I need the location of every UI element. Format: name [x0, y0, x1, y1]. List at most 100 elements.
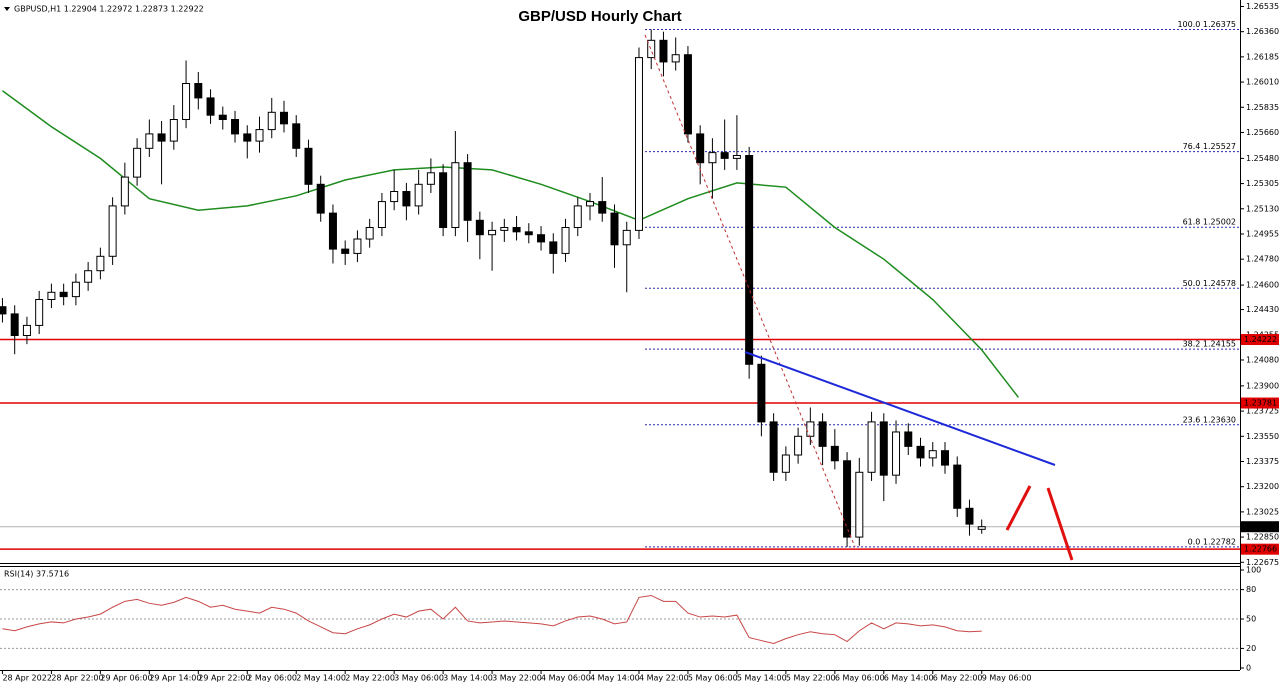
rsi-tick-label: 100	[1246, 566, 1261, 575]
candle-body	[537, 234, 546, 243]
candle-body	[279, 111, 288, 125]
x-tick-label: 5 May 22:00	[786, 674, 836, 683]
x-tick-label: 4 May 14:00	[590, 674, 640, 683]
x-tick-label: 9 May 06:00	[982, 674, 1032, 683]
x-tick-label: 29 Apr 14:00	[149, 674, 201, 683]
candle-body	[133, 147, 142, 178]
y-tick-label: 1.23725	[1246, 407, 1279, 416]
background-layer: 100.0 1.26375 76.4 1.25527 61.8 1.25002 50.…	[0, 20, 1240, 649]
candle-body	[843, 460, 852, 538]
candle-body	[426, 172, 435, 185]
candle-body	[463, 162, 472, 221]
y-tick-label: 1.23200	[1246, 482, 1279, 491]
candle-body	[316, 183, 325, 214]
y-tick-label: 1.26535	[1246, 2, 1279, 11]
candle-body	[512, 227, 521, 233]
candle-body	[720, 152, 729, 159]
candle-body	[328, 212, 337, 250]
x-tick-label: 28 Apr 22:00	[51, 674, 103, 683]
y-tick-label: 1.22850	[1246, 533, 1279, 542]
rsi-tick-label: 0	[1246, 664, 1251, 673]
candle-body	[769, 421, 778, 473]
y-tick-label: 1.25480	[1246, 154, 1279, 163]
candle-body	[806, 421, 815, 437]
candle-body	[916, 445, 925, 459]
candle-body	[414, 183, 423, 207]
x-tick-label: 28 Apr 2022	[2, 674, 51, 683]
x-tick-label: 3 May 06:00	[394, 674, 444, 683]
candle-body	[267, 111, 276, 131]
y-tick-label: 1.23900	[1246, 381, 1279, 390]
candle-body	[47, 291, 56, 300]
trend-line	[744, 351, 1056, 466]
rsi-tick-label: 50	[1246, 615, 1256, 624]
candle-body	[965, 507, 974, 525]
x-tick-label: 6 May 06:00	[835, 674, 885, 683]
candle-body	[231, 119, 240, 135]
level-box	[1241, 334, 1279, 346]
level-label: 1.23781	[1244, 399, 1277, 408]
y-tick-label: 1.23025	[1246, 507, 1279, 516]
fib-label: 0.0 1.22782	[1188, 537, 1236, 546]
candle-body	[402, 191, 411, 207]
candle-body	[855, 471, 864, 538]
y-tick-label: 1.25660	[1246, 128, 1279, 137]
candle-body	[757, 363, 766, 423]
candle-body	[304, 147, 313, 185]
candle-body	[218, 114, 227, 121]
x-tick-label: 4 May 06:00	[541, 674, 591, 683]
current-price-box	[1241, 521, 1279, 533]
y-tick-label: 1.25305	[1246, 179, 1279, 188]
rsi-tick-label: 20	[1246, 644, 1256, 653]
current-price-label: 1.22922	[1244, 522, 1277, 531]
candle-body	[781, 454, 790, 473]
x-tick-label: 3 May 14:00	[443, 674, 493, 683]
candle-body	[157, 133, 166, 142]
candle-body	[10, 313, 19, 336]
candle-body	[439, 172, 448, 229]
fib-label: 50.0 1.24578	[1183, 279, 1236, 288]
candle-body	[22, 324, 31, 336]
candle-body	[169, 119, 178, 142]
x-tick-label: 29 Apr 06:00	[100, 674, 152, 683]
candle-body	[928, 450, 937, 459]
candle-body	[194, 83, 203, 99]
y-tick-label: 1.24600	[1246, 281, 1279, 290]
rsi-line	[2, 594, 982, 645]
candle-body	[488, 229, 497, 236]
candle-body	[390, 191, 399, 203]
x-tick-label: 2 May 06:00	[247, 674, 297, 683]
candle-body	[59, 291, 68, 298]
candle-body	[647, 39, 656, 59]
candle-body	[182, 83, 191, 121]
fib-label: 100.0 1.26375	[1177, 20, 1236, 29]
candle-body	[377, 201, 386, 229]
candle-body	[84, 270, 93, 283]
candle-body	[120, 176, 129, 207]
candle-body	[341, 248, 350, 254]
level-label: 1.24222	[1244, 335, 1277, 344]
rsi-label: RSI(14) 37.5716	[4, 570, 69, 579]
candle-body	[108, 205, 117, 257]
arrow-up	[1005, 485, 1032, 531]
arrow-down	[1046, 487, 1074, 561]
fib-diagonal	[644, 34, 856, 548]
candle-body	[206, 97, 215, 116]
candle-body	[598, 201, 607, 214]
y-tick-label: 1.24780	[1246, 255, 1279, 264]
fib-label: 38.2 1.24155	[1183, 340, 1236, 349]
candle-body	[940, 450, 949, 466]
candle-body	[586, 201, 595, 207]
candle-body	[634, 57, 643, 231]
x-tick-label: 3 May 22:00	[492, 674, 542, 683]
candle-body	[745, 155, 754, 365]
candle-body	[353, 238, 362, 254]
candle-body	[904, 431, 913, 447]
y-tick-label: 1.23375	[1246, 457, 1279, 466]
fib-label: 23.6 1.23630	[1183, 415, 1236, 424]
x-tick-label: 5 May 14:00	[737, 674, 787, 683]
x-tick-label: 5 May 06:00	[688, 674, 738, 683]
candle-body	[977, 526, 986, 530]
